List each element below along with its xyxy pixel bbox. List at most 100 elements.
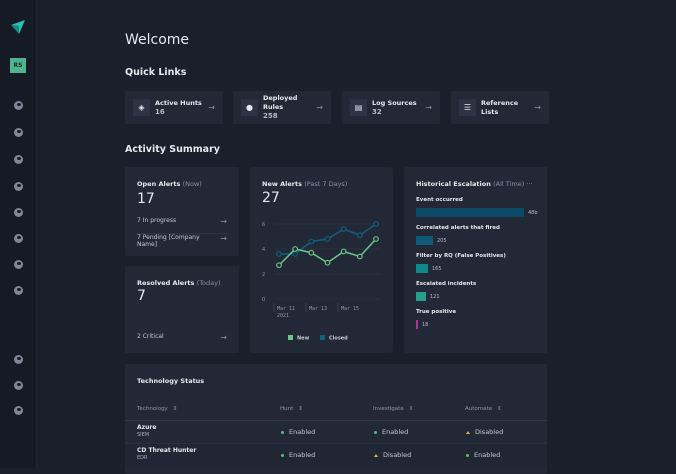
- x-tick-label: Mar 15: [341, 306, 359, 312]
- enabled-dot-icon: [374, 430, 377, 434]
- card-title: Open Alerts: [137, 180, 181, 188]
- arrow-right-icon: →: [208, 103, 215, 112]
- quick-link-text: Deployed Rules 258: [263, 94, 316, 121]
- sidebar: RS: [0, 0, 37, 468]
- bar: [416, 320, 418, 329]
- quick-link-label: Active Hunts: [155, 98, 202, 107]
- sidebar-nav-5-rules-icon[interactable]: [14, 208, 23, 217]
- column-header-investigate[interactable]: Investigate ⇕: [373, 406, 413, 412]
- sidebar-nav-3-rules-icon[interactable]: [14, 155, 23, 164]
- status-label: Disabled: [383, 451, 412, 459]
- arrow-right-icon: →: [220, 333, 227, 342]
- bar: [416, 208, 524, 217]
- column-label: Hunt: [280, 406, 294, 412]
- list-icon: ☰: [459, 99, 476, 116]
- activity-summary-heading: Activity Summary: [125, 144, 220, 155]
- sort-icon[interactable]: ⇕: [408, 406, 414, 412]
- card-title: Historical Escalation: [416, 180, 491, 188]
- bar: [416, 236, 433, 245]
- column-header-hunt[interactable]: Hunt ⇕: [280, 406, 303, 412]
- critical-link[interactable]: 2 Critical →: [137, 333, 227, 342]
- quick-link-text: Reference Lists: [481, 99, 534, 117]
- sort-icon[interactable]: ⇕: [172, 406, 178, 412]
- point-closed: [373, 221, 379, 227]
- point-new: [324, 259, 331, 266]
- x-tick-label: Mar 13: [309, 306, 327, 312]
- y-tick-label: 6: [262, 222, 265, 228]
- quick-link-reference-lists[interactable]: ☰ Reference Lists →: [451, 91, 549, 124]
- in-progress-link[interactable]: 7 In progress →: [137, 217, 227, 234]
- bar-value: 165: [432, 266, 442, 272]
- logo-icon[interactable]: [11, 20, 25, 34]
- column-label: Investigate: [373, 406, 404, 412]
- quick-link-active-hunts[interactable]: ◈ Active Hunts 16 →: [125, 91, 223, 124]
- point-new: [308, 249, 315, 256]
- investigate-status: Enabled: [374, 428, 408, 436]
- point-closed: [276, 251, 282, 257]
- sidebar-nav-8-rules-icon[interactable]: [14, 286, 23, 295]
- arrow-right-icon: →: [316, 103, 323, 112]
- avatar[interactable]: RS: [10, 58, 26, 73]
- point-closed: [292, 251, 299, 257]
- sidebar-bottom-1-rules-icon[interactable]: [14, 355, 23, 364]
- card-qualifier: (Past 7 Days): [304, 180, 348, 188]
- column-header-technology[interactable]: Technology ⇕: [137, 406, 177, 412]
- new-alerts-card: New Alerts (Past 7 Days) 27 0 2 4 6 Mar 11 Ma…: [250, 167, 393, 353]
- quick-link-count: 16: [155, 107, 165, 116]
- technology-name: CD Threat Hunter: [137, 447, 197, 454]
- resolved-alerts-count: 7: [137, 288, 146, 304]
- y-tick-label: 2: [262, 272, 265, 278]
- sidebar-nav-4-rules-icon[interactable]: [14, 182, 23, 191]
- point-closed: [356, 232, 363, 239]
- sort-icon[interactable]: ⇕: [298, 406, 303, 412]
- bar-label: Correlated alerts that fired: [416, 225, 500, 231]
- column-header-automate[interactable]: Automate ⇕: [465, 406, 502, 412]
- sidebar-nav-2-rules-icon[interactable]: [14, 128, 23, 137]
- target-icon: ◈: [133, 99, 150, 116]
- sidebar-nav-6-rules-icon[interactable]: [14, 234, 23, 243]
- enabled-dot-icon: [281, 453, 284, 457]
- sidebar-nav-7-rules-icon[interactable]: [14, 260, 23, 269]
- card-qualifier: (All Time): [493, 180, 525, 188]
- technology-type: SIEM: [137, 432, 150, 438]
- row-label: 7 Pending [Company Name]: [137, 234, 200, 248]
- status-label: Enabled: [289, 451, 316, 459]
- point-closed: [324, 236, 331, 242]
- bar-value: 121: [430, 294, 440, 300]
- legend-swatch-new: [288, 335, 293, 340]
- new-alerts-chart: 0 2 4 6 Mar 11 Mar 13 Mar 15 2021 New Closed: [262, 221, 380, 342]
- arrow-right-icon: →: [220, 234, 227, 243]
- quick-link-text: Log Sources 32: [372, 99, 425, 117]
- sidebar-bottom-3-rules-icon[interactable]: [14, 406, 23, 415]
- quick-link-log-sources[interactable]: ▤ Log Sources 32 →: [342, 91, 440, 124]
- sidebar-bottom-2-rules-icon[interactable]: [14, 381, 23, 390]
- quick-link-label: Reference Lists: [481, 98, 519, 116]
- technology-type: EDR: [137, 455, 148, 461]
- warning-triangle-icon: [466, 430, 470, 434]
- quick-link-deployed-rules[interactable]: ● Deployed Rules 258 →: [233, 91, 331, 124]
- point-new: [292, 246, 299, 252]
- sidebar-nav-1-rules-icon[interactable]: [14, 101, 23, 110]
- row-label: 2 Critical: [137, 333, 164, 340]
- rules-icon: ●: [241, 99, 258, 116]
- open-alerts-card: Open Alerts (Now) 17 7 In progress → 7 Pe…: [125, 167, 239, 256]
- bar-label: True positive: [416, 309, 457, 315]
- point-new: [373, 236, 379, 242]
- sort-icon[interactable]: ⇕: [497, 406, 502, 412]
- more-icon[interactable]: ···: [526, 180, 533, 188]
- pending-link[interactable]: 7 Pending [Company Name] →: [137, 234, 227, 248]
- warning-triangle-icon: [374, 453, 378, 457]
- automate-status: Enabled: [466, 451, 500, 459]
- quick-link-count: 258: [263, 112, 278, 120]
- automate-status: Disabled: [466, 428, 503, 436]
- card-qualifier: (Now): [182, 180, 202, 188]
- legend-swatch-closed: [320, 335, 325, 340]
- quick-link-label: Deployed Rules: [263, 94, 298, 111]
- open-alerts-count: 17: [137, 191, 155, 207]
- column-label: Technology: [137, 406, 168, 412]
- legend-label: New: [297, 336, 310, 342]
- hunt-status: Enabled: [281, 428, 315, 436]
- quick-link-text: Active Hunts 16: [155, 99, 208, 117]
- card-qualifier: (Today): [196, 279, 221, 287]
- status-label: Disabled: [475, 428, 504, 436]
